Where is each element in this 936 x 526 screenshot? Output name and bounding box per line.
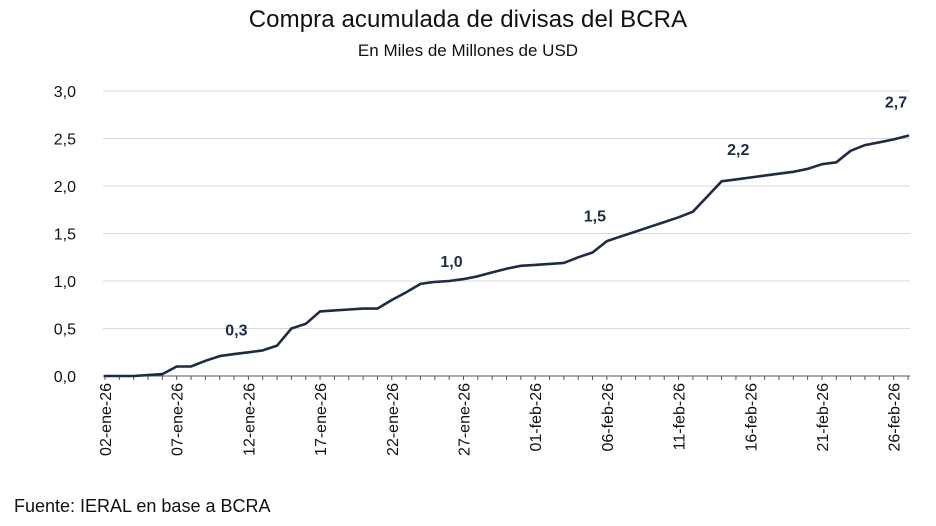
x-tick-label: 02-ene-26 (98, 383, 115, 456)
y-tick-label: 0,5 (54, 322, 76, 339)
x-tick-label: 22-ene-26 (385, 383, 402, 456)
y-tick-label: 0,0 (54, 369, 76, 386)
x-tick-label: 01-feb-26 (528, 383, 545, 452)
x-tick-label: 12-ene-26 (241, 383, 258, 456)
series-line (103, 134, 910, 378)
data-label: 1,5 (584, 209, 606, 226)
data-label: 0,3 (225, 323, 247, 340)
x-tick-label: 27-ene-26 (456, 383, 473, 456)
data-label: 2,2 (727, 142, 749, 159)
y-tick-label: 1,0 (54, 274, 76, 291)
x-tick-label: 07-ene-26 (170, 383, 187, 456)
x-tick-label: 11-feb-26 (672, 383, 689, 450)
source-note: Fuente: IERAL en base a BCRA (14, 496, 271, 516)
x-tick-label: 21-feb-26 (815, 383, 832, 452)
chart-title: Compra acumulada de divisas del BCRA (248, 6, 688, 33)
data-label: 2,7 (885, 95, 907, 112)
x-tick-label: 06-feb-26 (600, 383, 617, 452)
y-tick-label: 3,0 (54, 84, 76, 101)
y-tick-label: 2,5 (54, 132, 76, 149)
y-tick-label: 2,0 (54, 179, 76, 196)
data-label: 1,0 (440, 254, 462, 271)
x-tick-label: 17-ene-26 (313, 383, 330, 456)
x-tick-label: 16-feb-26 (743, 383, 760, 452)
x-tick-label: 26-feb-26 (887, 383, 904, 452)
y-tick-label: 1,5 (54, 227, 76, 244)
chart-subtitle: En Miles de Millones de USD (357, 41, 579, 60)
